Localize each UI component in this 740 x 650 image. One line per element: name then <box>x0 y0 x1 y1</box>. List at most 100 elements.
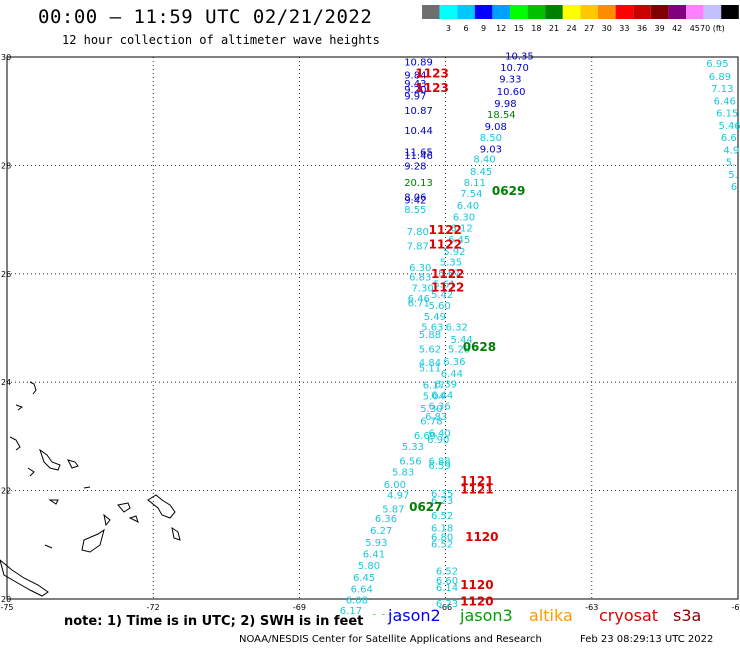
wave-height-value: 6.78 <box>420 417 442 428</box>
wave-height-value: 6.46 <box>714 97 736 108</box>
lat-tick-label: 24 <box>1 378 11 387</box>
wave-height-value: 8.55 <box>404 205 426 216</box>
colorbar-tick-label: 24 <box>567 24 577 33</box>
wave-height-value: 7.87 <box>407 241 429 252</box>
colorbar-swatch <box>457 5 475 19</box>
page-subtitle: 12 hour collection of altimeter wave hei… <box>62 33 380 47</box>
wave-height-value: 5. <box>728 170 738 181</box>
wave-height-value: 5.93 <box>365 538 387 549</box>
colorbar-tick-label: 6 <box>463 24 468 33</box>
wave-height-value: 5.62 <box>419 344 441 355</box>
orbit-time-label: 1120 <box>460 578 493 592</box>
orbit-time-label: 0626 <box>370 612 403 615</box>
wave-height-value: 5.80 <box>358 561 380 572</box>
wave-height-value: 7.54 <box>460 189 482 200</box>
colorbar-swatch <box>668 5 686 19</box>
wave-height-value: 5.33 <box>402 442 424 453</box>
wave-height-value: 6.59 <box>429 461 451 472</box>
wave-height-value: 6.83 <box>425 412 447 423</box>
wave-height-value: 10.60 <box>497 87 526 98</box>
colorbar-tick-label: 45 <box>690 24 700 33</box>
colorbar-swatch <box>439 5 458 19</box>
colorbar-tick-label: 33 <box>619 24 629 33</box>
legend-jason3: jason3 <box>460 606 513 625</box>
colorbar: 3 6 9 12 15 18 21 24 27 30 33 36 39 42 45 70 (ft) <box>422 5 739 33</box>
wave-height-value: 6.39 <box>435 380 457 391</box>
wave-height-value: 10.89 <box>404 58 433 69</box>
legend-altika: altika <box>529 606 573 625</box>
colorbar-tick-label: 3 <box>446 24 451 33</box>
wave-height-value: 4.97 <box>387 491 409 502</box>
colorbar-tick-label: 15 <box>514 24 524 33</box>
wave-height-value: 6.36 <box>429 401 451 412</box>
wave-height-value: 6.56 <box>399 457 421 468</box>
wave-height-value: 6.35 <box>431 489 453 500</box>
orbit-time-label: 1122 <box>431 267 464 281</box>
wave-height-value: 6.71 <box>408 298 430 309</box>
colorbar-tick-label: 42 <box>672 24 682 33</box>
wave-height-value: 6.14 <box>436 583 458 594</box>
wave-height-value: 6.40 <box>429 428 451 439</box>
wave-height-value: 6.30 <box>453 213 475 224</box>
wave-height-value: 6.40 <box>457 201 479 212</box>
wave-height-value: 5.87 <box>382 504 404 515</box>
wave-height-value: 5.88 <box>419 330 441 341</box>
legend-jason2: jason2 <box>388 606 441 625</box>
lat-tick-label: 20 <box>1 595 11 604</box>
colorbar-tick-label: 70 (ft) <box>700 24 725 33</box>
wave-height-value: 6.08 <box>346 595 368 606</box>
wave-height-value: 5.49 <box>424 312 446 323</box>
wave-height-value: 6.95 <box>706 59 728 70</box>
wave-height-value: 9.28 <box>404 162 426 173</box>
orbit-labels: 1123112311221122112211220628062911211121… <box>370 67 525 615</box>
colorbar-tick-label: 30 <box>602 24 612 33</box>
credit: NOAA/NESDIS Center for Satellite Applica… <box>239 634 542 645</box>
wave-height-value: 9.08 <box>485 122 507 133</box>
wave-height-value: 5.11 <box>419 363 441 374</box>
wave-height-value: 6.45 <box>448 235 470 246</box>
lat-tick-label: 28 <box>1 161 11 170</box>
wave-height-value: 5.42 <box>431 290 453 301</box>
colorbar-tick-label: 18 <box>531 24 541 33</box>
wave-height-value: 6.36 <box>443 357 465 368</box>
wave-height-map: -75 -72 -69 -66 -63 -60 30 28 26 24 22 20 10.89 9.84… <box>0 52 740 615</box>
orbit-time-label: 0629 <box>492 184 525 198</box>
wave-height-value: 9.84 <box>404 71 426 82</box>
wave-height-value: 6.23 <box>436 599 458 610</box>
island-left-edge <box>0 381 181 597</box>
wave-height-value: 6.80 <box>431 533 453 544</box>
wave-height-value: 6.15 <box>716 109 738 120</box>
colorbar-swatch <box>598 5 616 19</box>
wave-height-value: 7.80 <box>407 227 429 238</box>
colorbar-swatch <box>527 5 546 19</box>
orbit-time-label: 1123 <box>415 67 448 81</box>
wave-height-value: 6.23 <box>431 496 453 507</box>
wave-height-value: 5.30 <box>420 404 442 415</box>
colorbar-swatch <box>545 5 563 19</box>
orbit-time-label: 1121 <box>460 482 493 496</box>
wave-height-value: 6.88 <box>429 457 451 468</box>
wave-height-value: 6.6 <box>721 133 737 144</box>
wave-height-value: 10.35 <box>505 52 534 63</box>
legend-cryosat: cryosat <box>599 606 659 625</box>
colorbar-swatch <box>703 5 722 19</box>
legend-s3a: s3a <box>673 606 702 625</box>
colorbar-swatch <box>510 5 528 19</box>
wave-height-value: 6.52 <box>431 511 453 522</box>
wave-height-value: 5.44 <box>451 335 473 346</box>
wave-height-value: 5.92 <box>443 247 465 258</box>
wave-height-value: 9.20 <box>404 85 426 96</box>
wave-height-value: 8.50 <box>480 133 502 144</box>
lon-tick-label: -60 <box>731 603 740 612</box>
wave-height-value: 6.64 <box>351 585 373 596</box>
orbit-time-label: 1122 <box>429 223 462 237</box>
orbit-time-label: 1120 <box>465 530 498 544</box>
wave-height-value: 6.17 <box>423 381 445 392</box>
lon-tick-label: -72 <box>147 603 160 612</box>
lat-tick-label: 30 <box>1 53 11 62</box>
wave-height-value: 4.9 <box>723 146 739 157</box>
wave-height-value: 6.44 <box>431 391 453 402</box>
wave-height-value: 6.69 <box>414 431 436 442</box>
wave-height-value: 6 <box>731 182 737 193</box>
colorbar-swatch <box>686 5 704 19</box>
